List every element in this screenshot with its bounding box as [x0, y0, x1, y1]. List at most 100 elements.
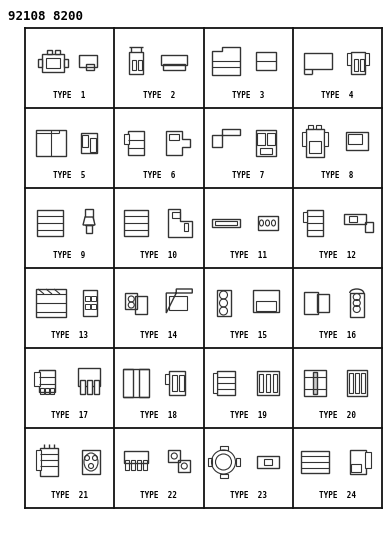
Text: TYPE  10: TYPE 10: [141, 251, 178, 260]
Bar: [309, 141, 321, 153]
Bar: [178, 460, 190, 472]
Bar: [316, 125, 321, 129]
Bar: [306, 129, 324, 157]
Bar: [131, 460, 135, 470]
Bar: [302, 132, 306, 146]
Bar: [184, 223, 188, 231]
Bar: [128, 131, 144, 155]
Bar: [163, 64, 185, 70]
Bar: [38, 59, 42, 67]
Bar: [129, 52, 143, 74]
Bar: [264, 459, 271, 465]
Bar: [46, 50, 51, 54]
Bar: [257, 456, 279, 468]
Bar: [40, 448, 58, 476]
Bar: [213, 373, 217, 393]
Bar: [217, 290, 230, 316]
Bar: [360, 59, 364, 71]
Bar: [169, 296, 187, 310]
Text: TYPE  22: TYPE 22: [141, 491, 178, 500]
Bar: [123, 369, 133, 397]
Bar: [361, 373, 365, 393]
Bar: [346, 132, 368, 150]
Text: TYPE  11: TYPE 11: [230, 251, 267, 260]
Bar: [90, 295, 95, 301]
Bar: [90, 138, 96, 152]
Bar: [137, 460, 141, 470]
Bar: [344, 214, 366, 224]
Bar: [266, 374, 269, 392]
Bar: [365, 222, 373, 232]
Bar: [42, 54, 64, 72]
Bar: [348, 134, 362, 144]
Text: TYPE  8: TYPE 8: [321, 171, 354, 180]
Text: TYPE  5: TYPE 5: [53, 171, 86, 180]
Bar: [125, 460, 129, 470]
Bar: [46, 58, 60, 68]
Bar: [172, 375, 177, 391]
Bar: [90, 303, 95, 309]
Bar: [161, 55, 187, 65]
Bar: [266, 133, 274, 145]
Bar: [143, 460, 147, 470]
Bar: [86, 64, 94, 70]
Bar: [212, 219, 239, 227]
Bar: [86, 380, 91, 394]
Bar: [354, 59, 358, 71]
Text: TYPE  3: TYPE 3: [232, 91, 264, 100]
Bar: [259, 374, 262, 392]
Polygon shape: [83, 217, 95, 225]
Bar: [138, 60, 142, 70]
Bar: [124, 210, 148, 236]
Bar: [79, 55, 97, 67]
Text: TYPE  18: TYPE 18: [141, 411, 178, 420]
Bar: [78, 368, 100, 386]
Bar: [85, 209, 93, 225]
Bar: [81, 133, 97, 153]
Bar: [351, 464, 361, 472]
Bar: [259, 148, 271, 154]
Bar: [80, 380, 85, 394]
Bar: [257, 216, 278, 230]
Bar: [34, 372, 40, 386]
Bar: [256, 52, 276, 70]
Bar: [54, 50, 59, 54]
Bar: [85, 295, 90, 301]
Text: TYPE  21: TYPE 21: [51, 491, 88, 500]
Bar: [215, 221, 237, 225]
Bar: [256, 130, 276, 156]
Bar: [304, 292, 318, 314]
Bar: [85, 303, 90, 309]
Bar: [350, 450, 366, 474]
Bar: [135, 296, 147, 314]
Text: TYPE  17: TYPE 17: [51, 411, 88, 420]
Text: TYPE  19: TYPE 19: [230, 411, 267, 420]
Bar: [257, 133, 264, 145]
Bar: [217, 371, 235, 395]
Text: TYPE  7: TYPE 7: [232, 171, 264, 180]
Bar: [252, 290, 279, 312]
Bar: [349, 216, 357, 222]
Bar: [347, 370, 367, 396]
Bar: [39, 370, 55, 392]
Bar: [86, 225, 92, 233]
Bar: [365, 452, 371, 468]
Bar: [273, 374, 276, 392]
Bar: [307, 210, 323, 236]
Bar: [83, 290, 97, 316]
Bar: [125, 293, 137, 309]
Text: TYPE  24: TYPE 24: [319, 491, 356, 500]
Bar: [169, 134, 179, 140]
Bar: [172, 212, 180, 218]
Bar: [82, 450, 100, 474]
Bar: [36, 289, 66, 317]
Text: TYPE  23: TYPE 23: [230, 491, 267, 500]
Text: TYPE  4: TYPE 4: [321, 91, 354, 100]
Bar: [169, 371, 185, 395]
Bar: [308, 125, 313, 129]
Bar: [37, 210, 63, 236]
Text: TYPE  6: TYPE 6: [143, 171, 175, 180]
Bar: [257, 371, 279, 395]
Bar: [124, 134, 129, 144]
Bar: [36, 450, 41, 470]
